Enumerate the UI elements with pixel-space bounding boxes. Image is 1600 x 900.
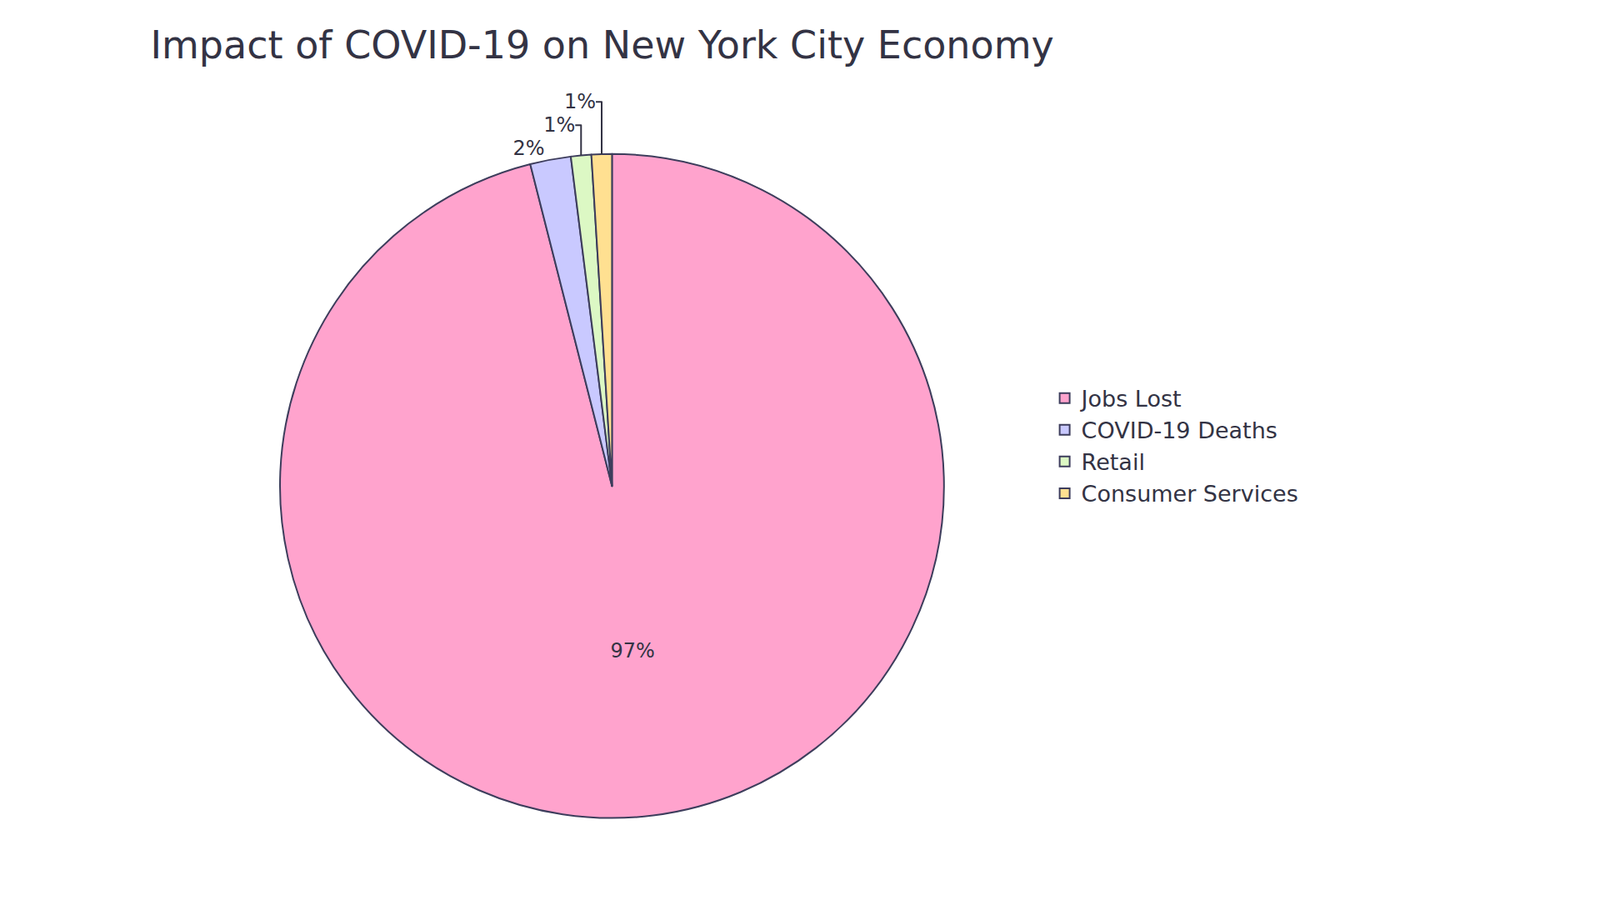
svg-text:1%: 1% [564,90,596,114]
svg-text:Impact of COVID-19 on New York: Impact of COVID-19 on New York City Econ… [150,22,1054,68]
svg-text:Retail: Retail [1081,449,1145,475]
svg-text:97%: 97% [610,639,655,663]
svg-text:1%: 1% [543,113,575,137]
svg-text:Jobs Lost: Jobs Lost [1080,385,1182,412]
svg-text:2%: 2% [512,136,545,160]
svg-text:Consumer Services: Consumer Services [1081,480,1299,507]
svg-text:COVID-19 Deaths: COVID-19 Deaths [1081,417,1278,444]
